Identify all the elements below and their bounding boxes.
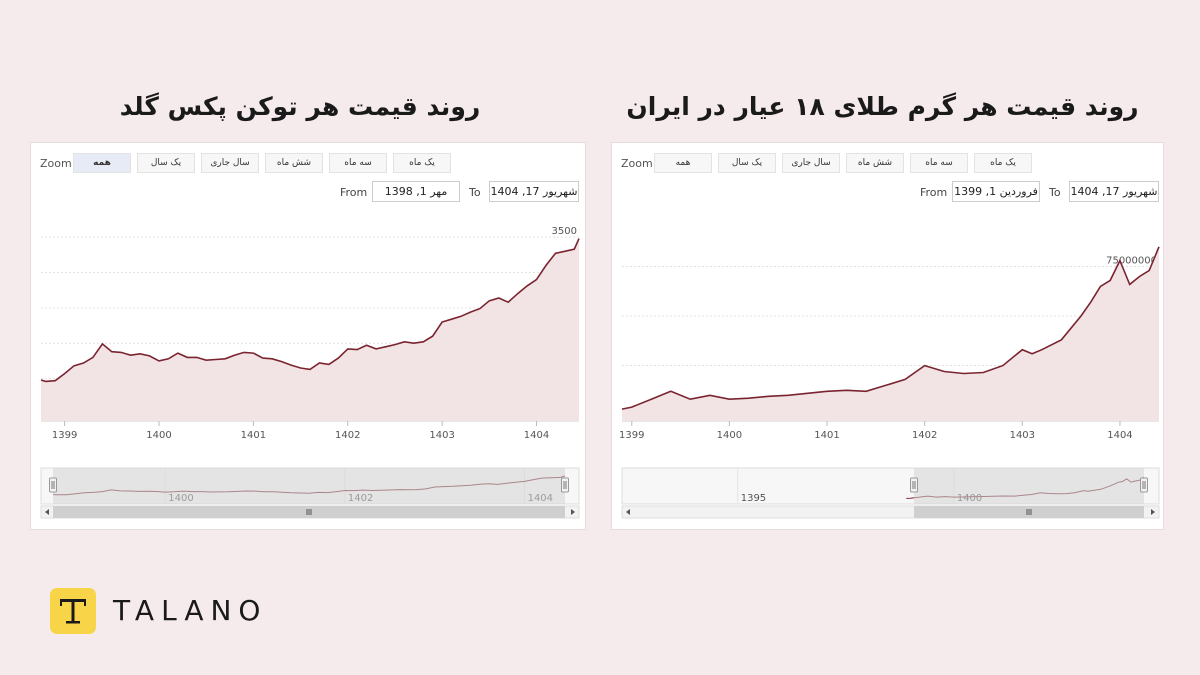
range-to-input[interactable]: شهریور 17, 1404 [489, 181, 579, 202]
zoom-label: Zoom [621, 157, 653, 170]
range-from-label: From [920, 186, 948, 199]
navigator-handle [910, 477, 918, 493]
range-to-label: To [1049, 186, 1061, 199]
brand-name: TALANO [113, 594, 268, 627]
y-tick-label: 75000000 [1106, 256, 1157, 267]
gold-18k-price-chart: 0250000005000000075000000139914001401140… [619, 246, 1160, 519]
zoom-6m-button[interactable]: شش ماه [846, 153, 904, 173]
zoom-1y-button[interactable]: یک سال [137, 153, 195, 173]
x-tick-label: 1399 [619, 430, 644, 441]
scroll-right-arrow-icon [1151, 509, 1155, 515]
price-area [622, 246, 1159, 421]
talano-logo [50, 588, 96, 634]
price-area [41, 238, 579, 421]
navigator-label: 1395 [741, 493, 766, 504]
x-tick-label: 1402 [335, 430, 360, 441]
x-tick-label: 1400 [717, 430, 742, 441]
x-tick-label: 1400 [146, 430, 171, 441]
navigator-handle [49, 477, 57, 493]
zoom-all-button[interactable]: همه [654, 153, 712, 173]
x-tick-label: 1403 [1010, 430, 1035, 441]
pax-gold-price-chart: 1000150020002500300035001399140014011402… [40, 226, 580, 519]
zoom-label: Zoom [40, 157, 72, 170]
zoom-all-button[interactable]: همه [73, 153, 131, 173]
chart-title-gold-18k: روند قیمت هر گرم طلای ۱۸ عیار در ایران [626, 92, 1139, 121]
y-tick-label: 3500 [552, 226, 577, 237]
x-tick-label: 1402 [912, 430, 937, 441]
x-tick-label: 1401 [241, 430, 266, 441]
scroll-left-arrow-icon [45, 509, 49, 515]
t-letter-icon [60, 599, 86, 624]
navigator-handle [561, 477, 569, 493]
range-from-input[interactable]: فروردین 1, 1399 [952, 181, 1040, 202]
range-from-label: From [340, 186, 368, 199]
zoom-ytd-button[interactable]: سال جاری [201, 153, 259, 173]
x-tick-label: 1404 [524, 430, 549, 441]
zoom-1y-button[interactable]: یک سال [718, 153, 776, 173]
range-to-input[interactable]: شهریور 17, 1404 [1069, 181, 1159, 202]
navigator-selection [53, 468, 565, 504]
scroll-right-arrow-icon [571, 509, 575, 515]
chart-title-pax-gold: روند قیمت هر توکن پکس گلد [119, 92, 481, 121]
zoom-ytd-button[interactable]: سال جاری [782, 153, 840, 173]
zoom-1m-button[interactable]: یک ماه [974, 153, 1032, 173]
price-line [40, 238, 580, 383]
x-tick-label: 1401 [814, 430, 839, 441]
x-tick-label: 1404 [1107, 430, 1132, 441]
x-tick-label: 1399 [52, 430, 77, 441]
range-to-label: To [469, 186, 481, 199]
zoom-3m-button[interactable]: سه ماه [329, 153, 387, 173]
chart-panel-pax-gold: Zoom همه یک سال سال جاری شش ماه سه ماه ی… [30, 142, 586, 530]
x-tick-label: 1403 [429, 430, 454, 441]
range-from-input[interactable]: مهر 1, 1398 [372, 181, 460, 202]
zoom-3m-button[interactable]: سه ماه [910, 153, 968, 173]
zoom-6m-button[interactable]: شش ماه [265, 153, 323, 173]
scroll-left-arrow-icon [626, 509, 630, 515]
price-line [621, 246, 1160, 410]
navigator-selection [914, 468, 1144, 504]
chart-panel-gold-18k: Zoom همه یک سال سال جاری شش ماه سه ماه ی… [611, 142, 1164, 530]
navigator-handle [1140, 477, 1148, 493]
zoom-1m-button[interactable]: یک ماه [393, 153, 451, 173]
